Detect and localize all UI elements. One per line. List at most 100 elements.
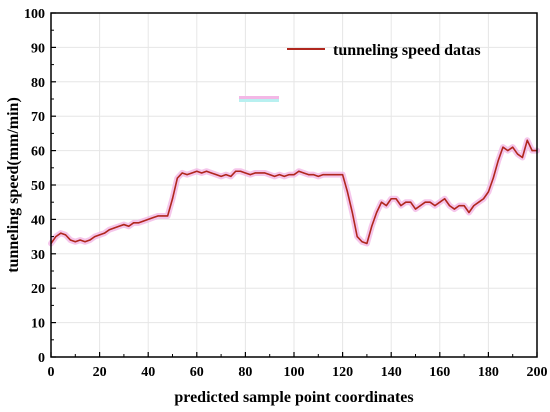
data-point [254,172,256,174]
data-point [531,150,533,152]
y-tick-label: 90 [31,41,45,56]
data-point [487,191,489,193]
y-tick-label: 0 [38,351,45,366]
data-point [458,205,460,207]
data-point [332,174,334,176]
data-point [322,174,324,176]
data-point [55,236,57,238]
data-point [283,175,285,177]
data-point [351,211,353,214]
data-point [307,174,310,176]
data-point [103,232,106,234]
data-point [89,239,91,241]
data-point [157,215,159,217]
data-point [278,174,281,176]
data-point [167,215,169,217]
data-point [230,175,232,177]
data-point [356,236,358,238]
data-point [468,211,470,214]
y-axis-label: tunneling speed(mm/min) [5,97,22,273]
y-tick-label: 50 [31,179,45,194]
grid [50,12,538,358]
data-point [235,170,237,172]
x-ticks: 0 20 40 60 80 100 120 140 160 180 200 [48,352,548,380]
data-point [390,198,392,200]
data-point [288,174,290,176]
data-point [215,174,217,176]
x-tick-label: 100 [284,365,305,380]
data-point [371,225,373,227]
data-point [118,225,120,227]
data-point [181,172,183,174]
data-point [298,170,300,172]
data-point [69,239,72,241]
data-point [210,172,212,174]
data-point [327,174,329,176]
data-point [419,205,421,207]
data-point [342,174,344,176]
data-point [516,153,519,155]
data-point [414,208,417,210]
x-tick-label: 160 [429,365,450,380]
data-point [366,242,368,245]
data-point [317,175,319,177]
data-point [259,172,261,174]
x-tick-label: 0 [48,365,55,380]
data-point [492,177,494,179]
data-point [444,198,446,200]
data-point [526,139,528,141]
data-point [152,217,154,219]
data-point [108,229,110,231]
x-tick-label: 120 [332,365,353,380]
data-point [512,146,514,148]
band-swatch-alt [239,99,279,102]
data-point [380,201,383,203]
data-point [482,198,485,200]
y-tick-label: 30 [31,248,45,263]
band-swatch [239,96,279,99]
data-point [94,236,96,238]
x-tick-label: 80 [238,365,252,380]
data-point [507,150,509,152]
data-point [64,234,67,236]
y-tick-label: 20 [31,282,45,297]
data-point [361,241,363,243]
data-point [171,198,174,200]
data-point [162,215,164,217]
legend-label: tunneling speed datas [333,42,481,59]
data-point [220,175,222,177]
data-point [113,227,115,229]
data-point [147,218,149,220]
data-point [273,175,276,177]
y-tick-label: 80 [31,76,45,91]
y-tick-label: 10 [31,317,45,332]
data-point [84,241,86,243]
data-point [303,172,305,174]
data-point [137,222,140,224]
data-point [434,205,436,207]
data-point [186,174,188,176]
series-layer [50,139,538,245]
x-tick-label: 40 [141,365,155,380]
legend-color-mark [239,96,279,102]
x-tick-label: 200 [527,365,548,380]
data-point [385,205,387,207]
data-point [142,220,144,222]
data-point [249,174,251,176]
data-point [196,170,198,172]
data-point [346,191,349,193]
x-tick-label: 140 [381,365,402,380]
data-point [502,146,504,148]
data-point [376,211,378,214]
data-point [264,172,266,174]
y-tick-label: 70 [31,110,45,125]
data-point [478,201,480,203]
data-point [269,174,271,176]
x-tick-label: 60 [190,365,204,380]
x-tick-label: 180 [478,365,499,380]
data-point [176,177,178,179]
data-point [473,205,475,207]
data-point [239,170,242,172]
